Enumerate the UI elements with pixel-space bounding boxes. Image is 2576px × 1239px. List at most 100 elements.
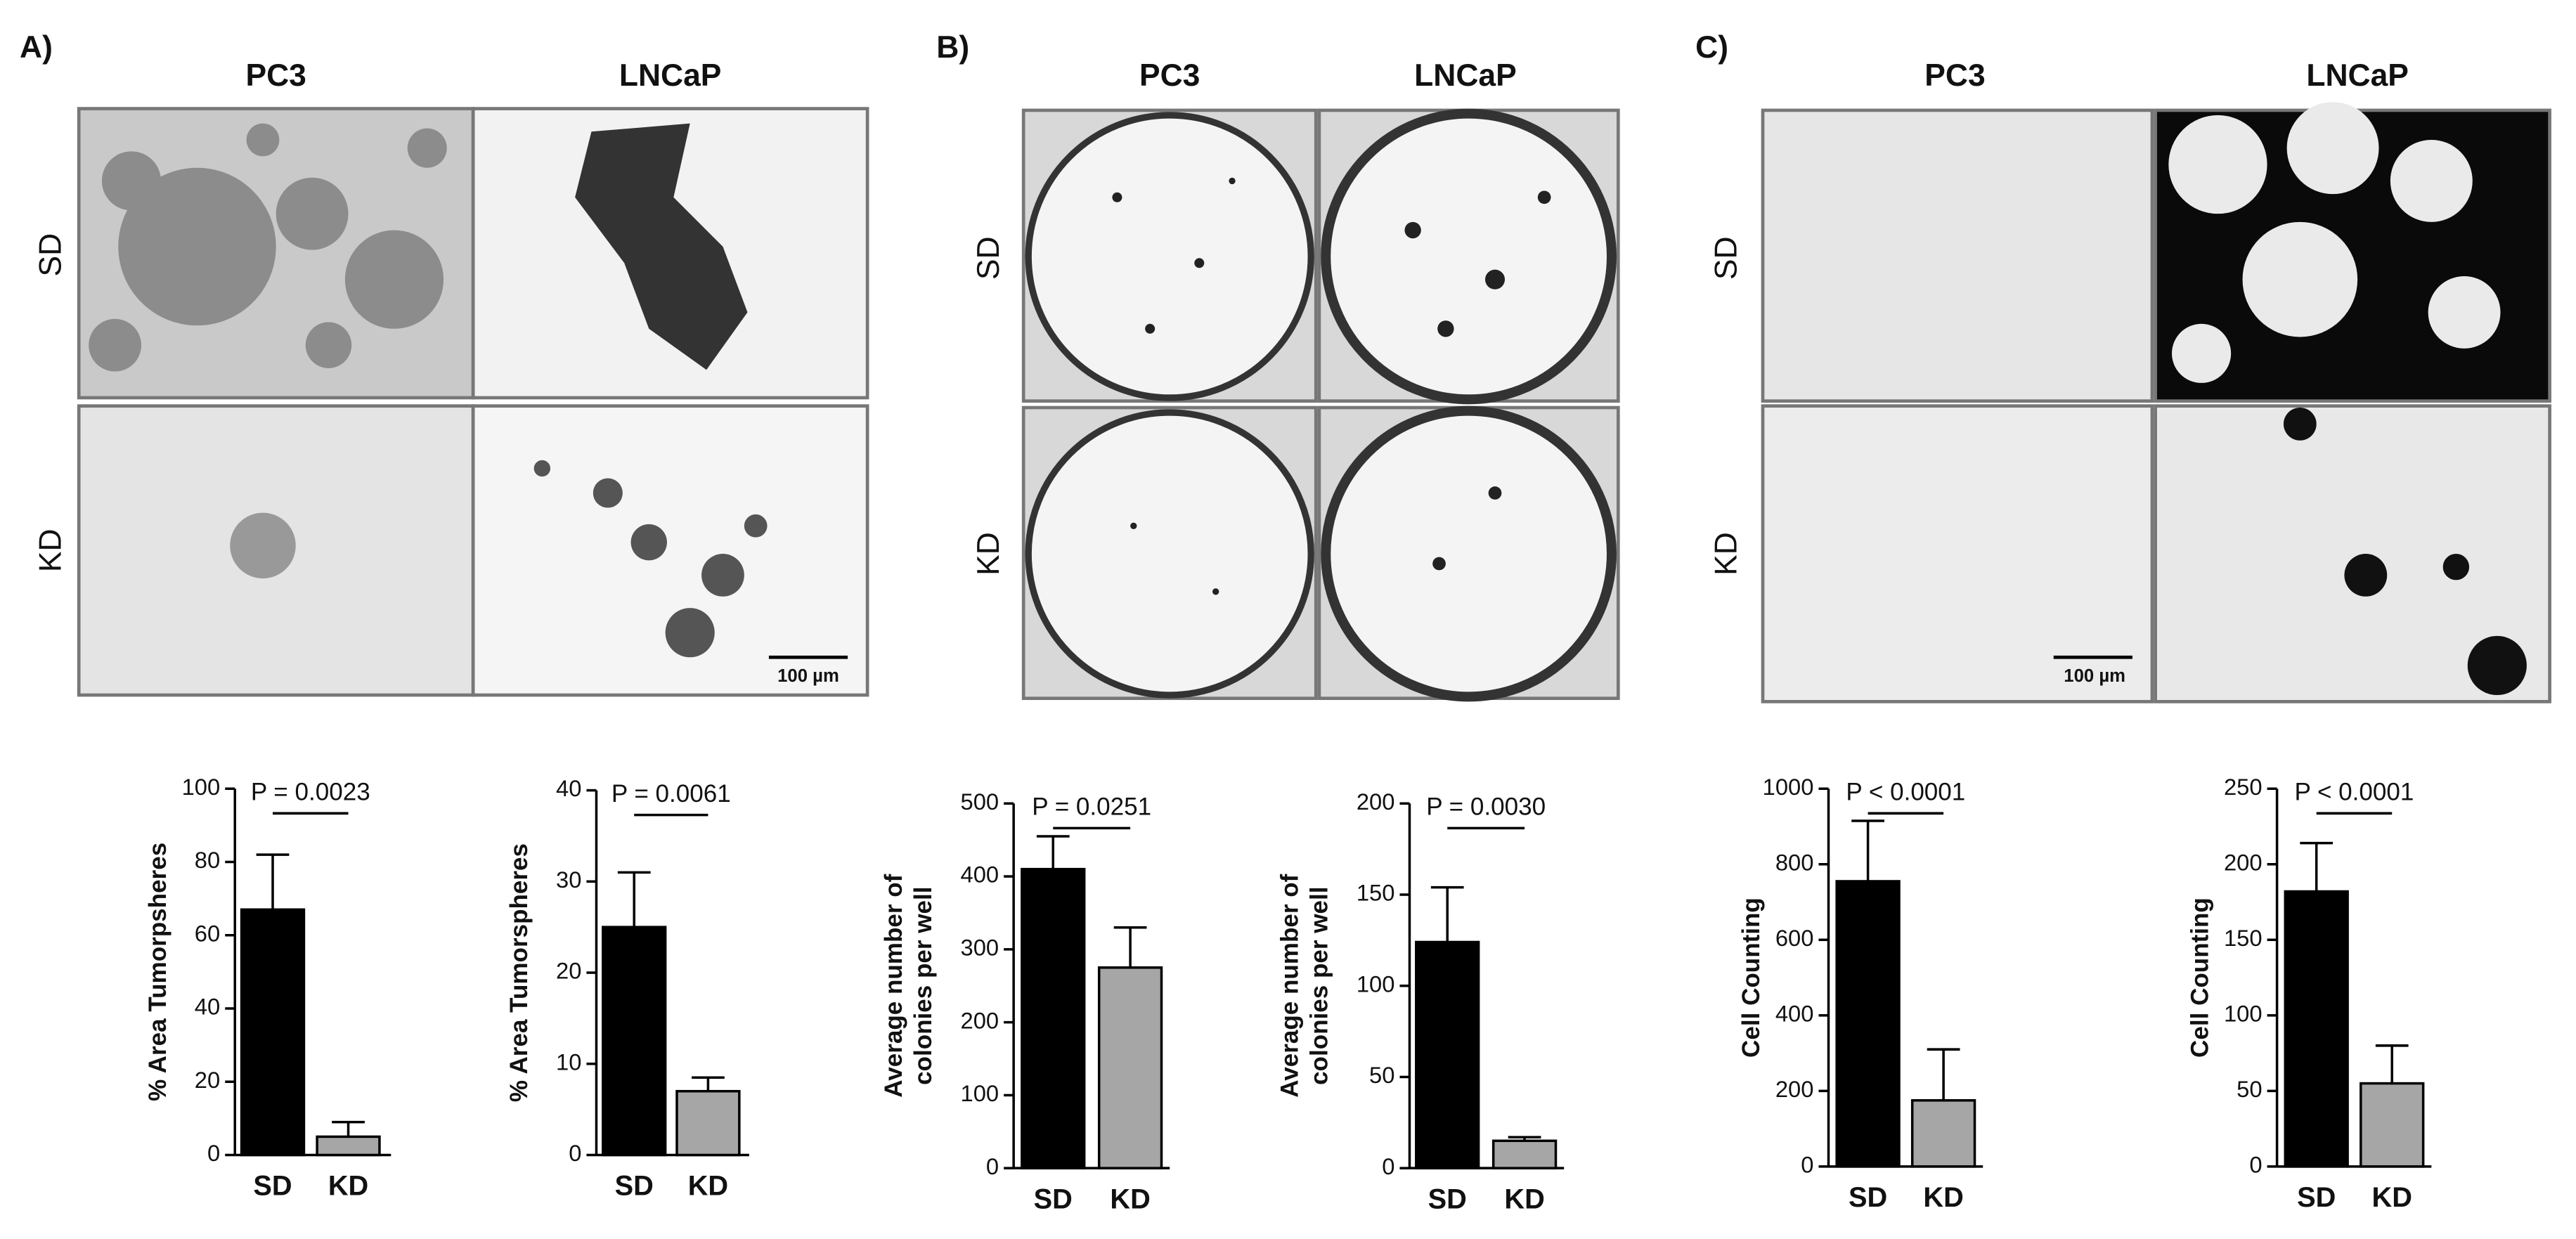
y-tick-label: 0 xyxy=(1801,1151,1813,1177)
x-tick-label: SD xyxy=(253,1171,292,1202)
image-pc3-sd xyxy=(1761,108,2154,403)
y-tick-label: 80 xyxy=(195,847,220,873)
y-axis-label: Average number of xyxy=(880,874,907,1097)
dish xyxy=(1321,406,1617,702)
error-bar xyxy=(2375,1044,2409,1084)
y-tick-label: 150 xyxy=(1357,880,1395,906)
y-tick-label: 600 xyxy=(1775,925,1814,951)
y-axis-label: Cell Counting xyxy=(1737,897,1765,1058)
x-tick-label: SD xyxy=(1428,1183,1467,1214)
p-value: P = 0.0023 xyxy=(251,779,370,806)
y-tick-label: 400 xyxy=(961,862,999,888)
sphere xyxy=(230,512,296,579)
x-tick-label: SD xyxy=(1849,1182,1887,1213)
y-tick-label: 0 xyxy=(2249,1151,2262,1177)
p-value: P = 0.0030 xyxy=(1426,793,1546,821)
y-tick-label: 500 xyxy=(961,789,999,815)
column-header: PC3 xyxy=(245,58,306,93)
panel-label: B) xyxy=(936,30,969,65)
column-header: PC3 xyxy=(1139,58,1200,93)
p-value: P = 0.0061 xyxy=(611,780,731,807)
panel-label: A) xyxy=(20,30,53,65)
y-tick-label: 300 xyxy=(961,934,999,960)
panel-a-images: 100 µm xyxy=(77,107,869,697)
error-bar xyxy=(1508,1136,1541,1141)
row-header: SD xyxy=(34,233,68,277)
error-bar xyxy=(1430,886,1464,942)
scale-label: 100 µm xyxy=(2064,666,2125,686)
column-header: LNCaP xyxy=(2306,58,2409,93)
y-tick-label: 150 xyxy=(2224,925,2263,951)
x-tick-label: KD xyxy=(688,1171,728,1202)
error-bar xyxy=(617,871,651,928)
y-tick-label: 20 xyxy=(556,958,581,984)
y-tick-label: 200 xyxy=(2224,849,2263,875)
image-lncap-kd xyxy=(471,404,869,697)
y-axis-label: Cell Counting xyxy=(2186,897,2213,1058)
x-tick-label: KD xyxy=(1110,1183,1150,1214)
bar xyxy=(1910,1099,1976,1168)
bar xyxy=(1415,940,1480,1169)
y-tick-label: 0 xyxy=(207,1140,220,1166)
y-tick-label: 100 xyxy=(961,1080,999,1106)
column-header: PC3 xyxy=(1924,58,1985,93)
row-header: SD xyxy=(971,236,1006,280)
y-tick-label: 100 xyxy=(2224,1000,2263,1026)
scale-label: 100 µm xyxy=(777,666,839,686)
bar xyxy=(1835,880,1901,1168)
error-bar xyxy=(1927,1048,1960,1101)
error-bar xyxy=(2300,841,2334,892)
y-tick-label: 200 xyxy=(961,1007,999,1033)
panel-c-images: 100 µm xyxy=(1761,102,2551,703)
panel-b-images xyxy=(1021,108,1620,702)
y-tick-label: 200 xyxy=(1357,789,1395,815)
y-tick-label: 400 xyxy=(1775,1000,1814,1026)
y-tick-label: 0 xyxy=(569,1140,581,1166)
cell-clusters xyxy=(2283,407,2527,696)
y-tick-label: 200 xyxy=(1775,1076,1814,1102)
x-tick-label: SD xyxy=(2297,1182,2336,1213)
y-axis-label: % Area Tumorspheres xyxy=(505,843,533,1102)
y-tick-label: 250 xyxy=(2224,774,2263,800)
colonies xyxy=(1112,177,1551,595)
image-pc3-kd xyxy=(1761,404,2154,703)
y-tick-label: 100 xyxy=(182,774,221,800)
x-tick-label: KD xyxy=(1923,1182,1963,1213)
y-axis-label: Average number of xyxy=(1276,874,1303,1097)
bar xyxy=(240,908,306,1157)
y-tick-label: 60 xyxy=(195,920,220,946)
y-axis-label: % Area Tumorpsheres xyxy=(144,843,171,1101)
p-value: P = 0.0251 xyxy=(1032,793,1151,821)
column-header: LNCaP xyxy=(1414,58,1517,93)
dish xyxy=(1321,108,1617,405)
bar xyxy=(1021,867,1086,1169)
dish xyxy=(1025,409,1314,699)
y-tick-label: 1000 xyxy=(1763,774,1814,800)
spheres xyxy=(533,460,768,658)
y-tick-label: 0 xyxy=(986,1153,999,1179)
bar xyxy=(2360,1082,2425,1168)
row-header: KD xyxy=(971,532,1006,576)
x-tick-label: SD xyxy=(615,1171,654,1202)
y-tick-label: 50 xyxy=(1369,1062,1394,1088)
bar xyxy=(1491,1139,1558,1169)
error-bar xyxy=(332,1120,365,1137)
error-bar xyxy=(1851,819,1884,881)
y-tick-label: 10 xyxy=(556,1049,581,1075)
x-tick-label: KD xyxy=(1504,1183,1544,1214)
dish xyxy=(1025,112,1314,401)
bar xyxy=(602,926,667,1157)
y-axis-label: colonies per well xyxy=(1306,887,1333,1085)
bar xyxy=(316,1135,381,1157)
column-header: LNCaP xyxy=(619,58,722,93)
error-bar xyxy=(1113,926,1147,968)
y-tick-label: 100 xyxy=(1357,971,1395,997)
bar xyxy=(675,1089,741,1157)
error-bar xyxy=(1036,835,1070,869)
error-bar xyxy=(692,1076,725,1091)
x-tick-label: KD xyxy=(2372,1182,2412,1213)
y-tick-label: 40 xyxy=(195,994,220,1020)
y-tick-label: 0 xyxy=(1382,1153,1394,1179)
error-bar xyxy=(256,853,290,910)
